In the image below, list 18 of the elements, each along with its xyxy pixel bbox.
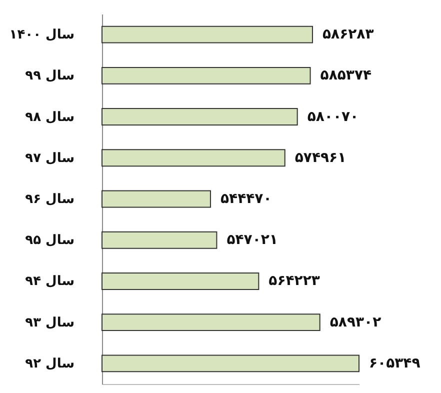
data-label: ۵۸۰۰۷۰ (307, 108, 359, 125)
y-tick-label: سال ۹۷ (25, 150, 74, 166)
data-label: ۵۴۷۰۲۱ (226, 232, 278, 248)
y-tick-label: سال ۹۶ (25, 192, 74, 207)
data-label: ۵۸۶۲۸۳ (322, 26, 374, 43)
y-tick-label: سال ۹۹ (25, 68, 74, 84)
y-tick-label: سال ۹۲ (25, 356, 74, 372)
data-label: ۵۶۴۲۲۳ (268, 273, 320, 290)
y-tick-label: سال ۹۴ (25, 274, 74, 290)
y-tick-label: سال ۹۸ (25, 110, 74, 125)
y-tick-label: سال ۱۴۰۰ (9, 28, 74, 43)
data-label: ۵۷۴۹۶۱ (294, 150, 346, 166)
data-label: ۵۸۹۳۰۲ (330, 314, 382, 330)
data-label: ۵۴۴۴۷۰ (220, 191, 272, 207)
y-tick-label: سال ۹۵ (25, 233, 74, 248)
data-label: ۵۸۵۳۷۴ (320, 68, 372, 84)
data-label: ۶۰۵۳۴۹ (369, 355, 421, 372)
y-tick-label: سال ۹۳ (25, 315, 74, 330)
